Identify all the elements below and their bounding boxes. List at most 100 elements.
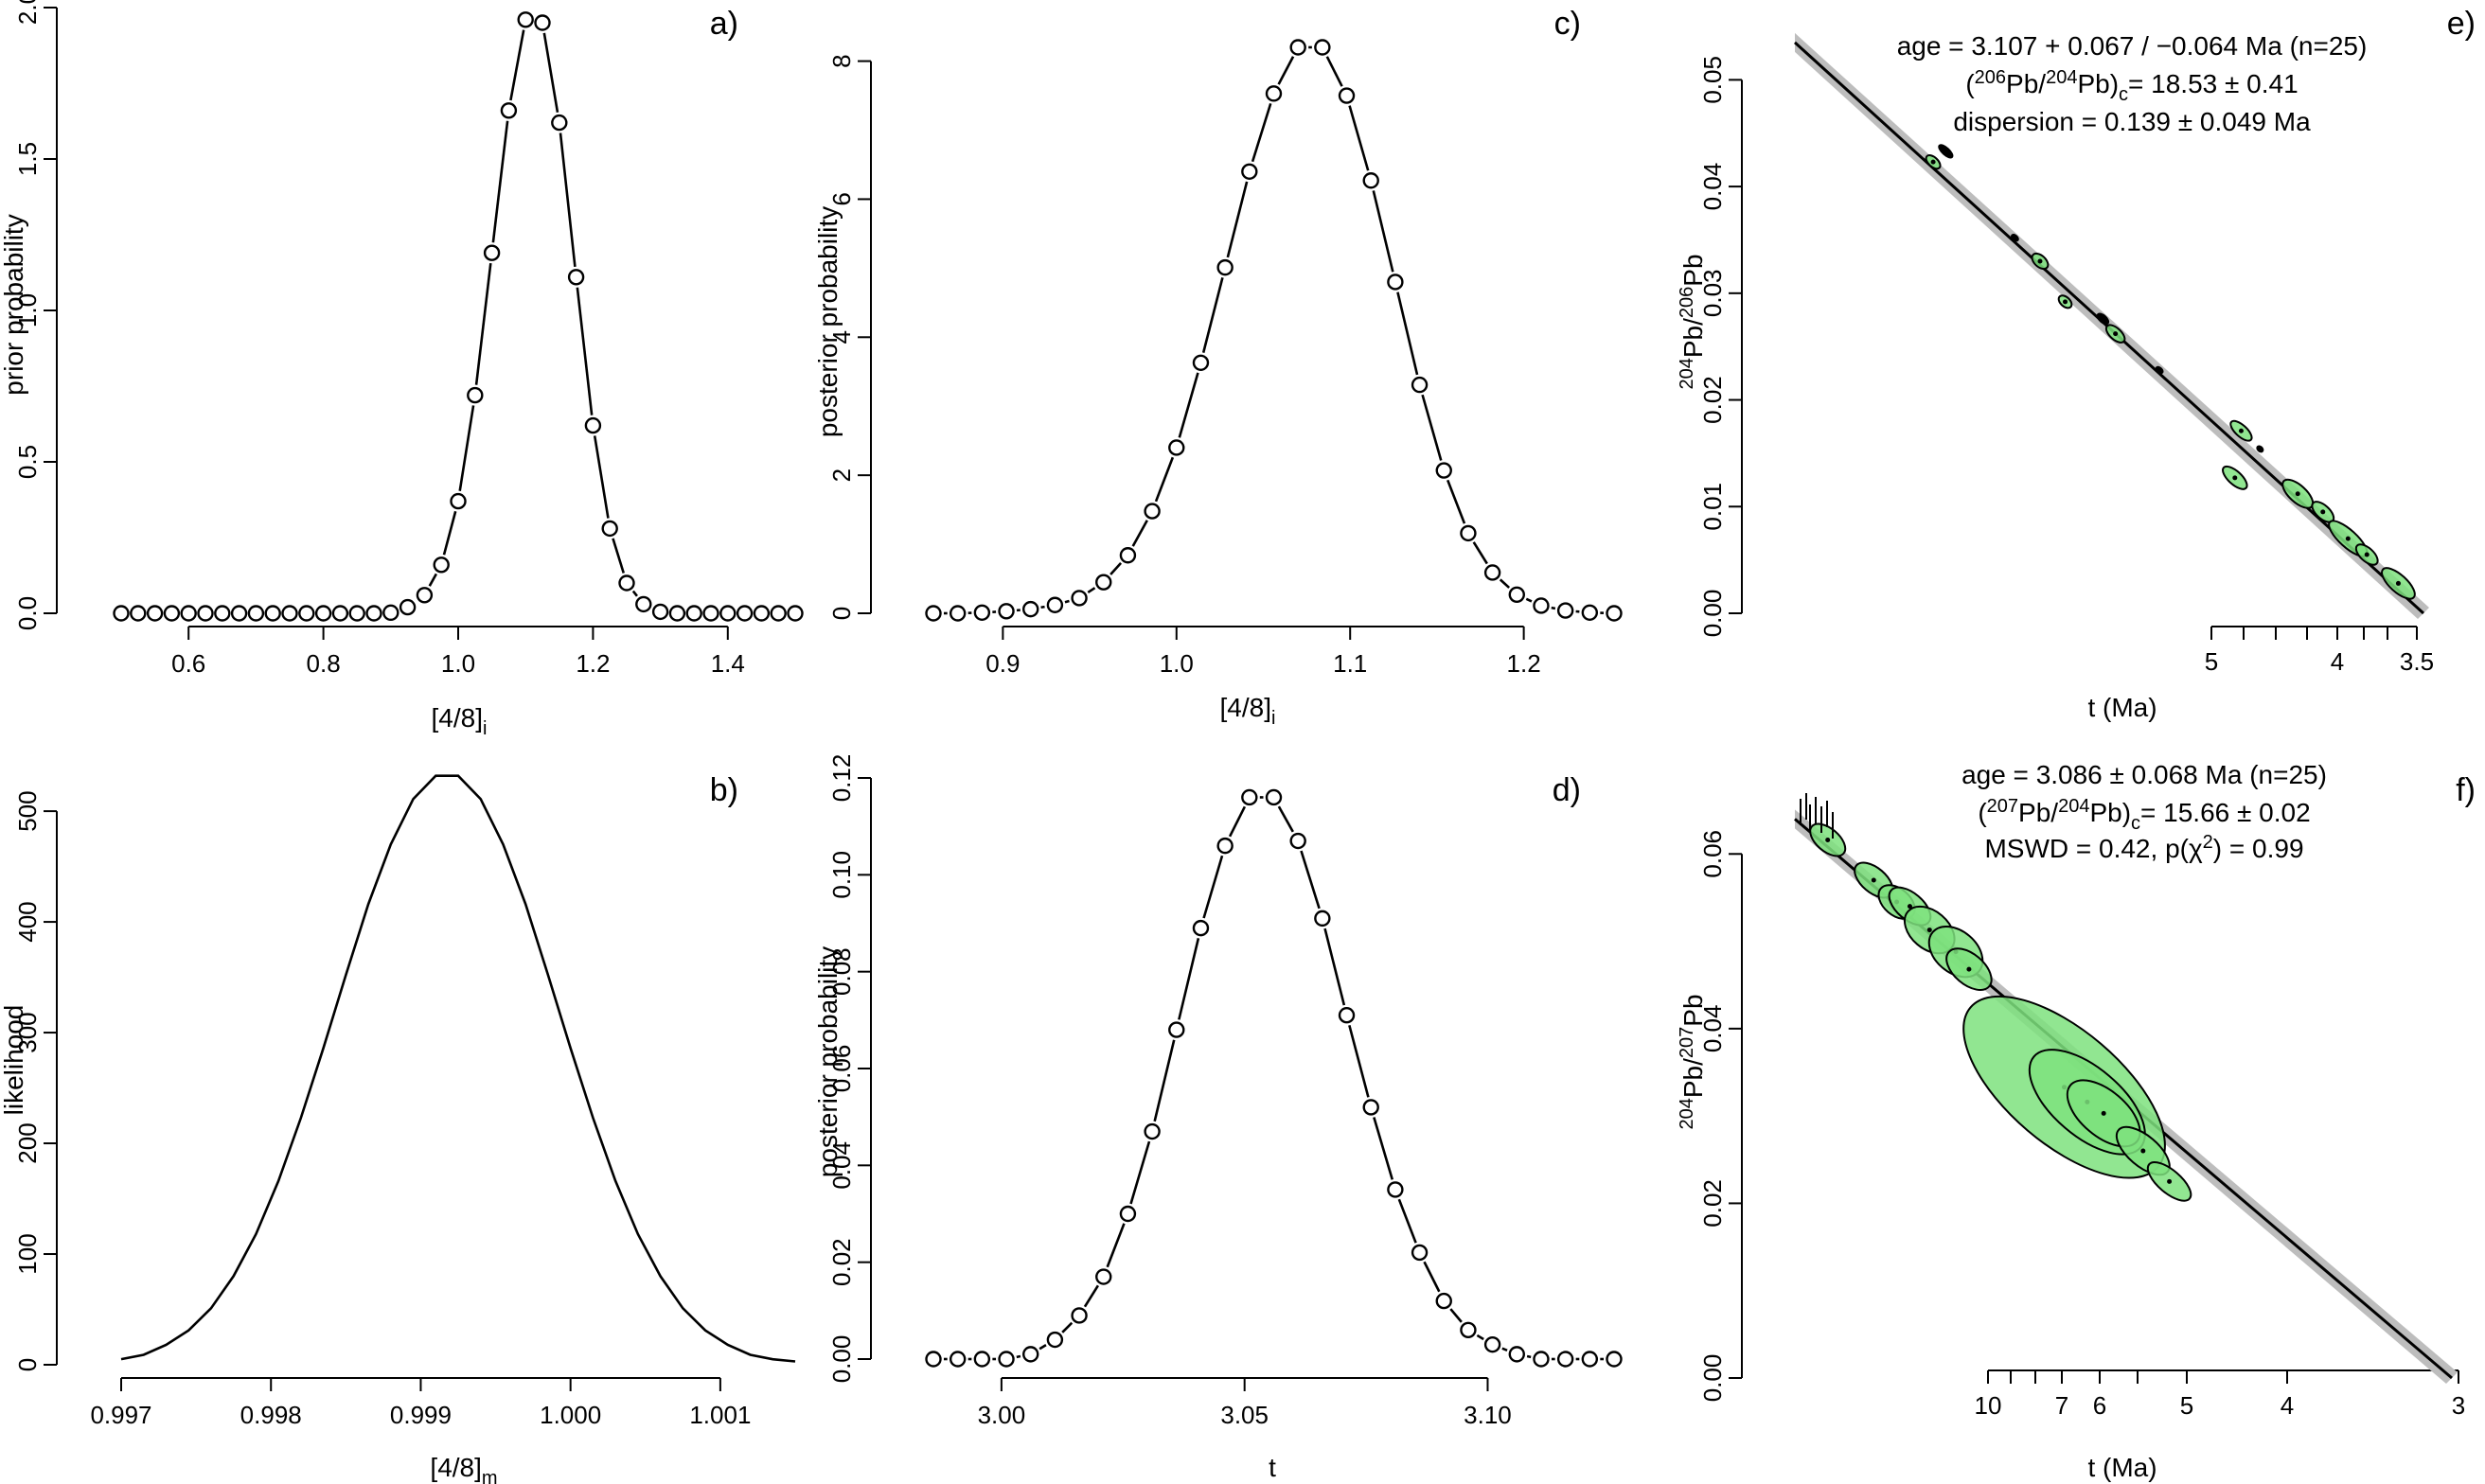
panel-c-point	[1556, 602, 1574, 619]
panel-c-xlabel: [4/8]i	[1220, 693, 1276, 729]
panel-a-point	[433, 556, 450, 574]
panel-a-point	[214, 605, 231, 622]
panel-c-point	[1119, 547, 1137, 564]
panel-f-isochron-207: f) 204Pb/207Pb t (Ma) age = 3.086 ± 0.06…	[1677, 760, 2476, 1482]
panel-b-x-tick-label: 1.001	[689, 1401, 751, 1429]
panel-a-y-tick-label: 0.5	[13, 445, 42, 479]
panel-e-ellipse-center	[2345, 536, 2351, 541]
panel-d-point	[1314, 910, 1331, 928]
panel-c-point	[1216, 258, 1234, 276]
panel-a-point	[247, 605, 265, 622]
panel-b-x-tick-label: 1.000	[540, 1401, 601, 1429]
panel-e-y-tick-label: 0.05	[1698, 56, 1727, 104]
panel-c-segment	[1131, 520, 1148, 547]
panel-f-ellipse-center	[1907, 904, 1912, 910]
panel-e-ellipse-dark	[2256, 445, 2264, 453]
panel-c-point	[1241, 163, 1258, 180]
panel-d-x-tick-label: 3.00	[978, 1401, 1026, 1429]
panel-a-segment	[612, 538, 625, 574]
panel-e-ylabel-mid: Pb/	[1678, 318, 1708, 358]
panel-d-point	[925, 1351, 942, 1368]
panel-e-ylabel-sup2: 206	[1677, 287, 1697, 318]
panel-f-annotation-line2-sup2: 204	[2058, 796, 2089, 817]
panel-b-likelihood: b) likelihood [4/8]m 0.997 0.998 0.999 1.00…	[0, 772, 796, 1484]
panel-e-y-tick-label: 0.01	[1698, 483, 1727, 531]
panel-a-segment	[593, 435, 610, 519]
panel-e-annotation-line2-sup2: 204	[2046, 67, 2077, 88]
panel-d-segment	[1061, 1321, 1074, 1334]
panel-c-point	[1168, 439, 1185, 456]
panel-d-point	[1168, 1021, 1185, 1038]
panel-e-annotation-line2-open: (	[1965, 69, 1975, 98]
panel-b-y-tick-label: 100	[13, 1233, 42, 1274]
panel-c-segment	[1277, 56, 1295, 85]
panel-c-segment	[1064, 599, 1070, 604]
panel-d-segment	[1228, 805, 1247, 838]
panel-d-point	[1265, 788, 1283, 806]
panel-a-y-tick-label: 0.0	[13, 596, 42, 630]
panel-f-ylabel-sup2: 207	[1677, 1027, 1697, 1058]
panel-c-point	[1606, 605, 1623, 622]
panel-c-point	[1289, 39, 1306, 56]
panel-a-point	[180, 605, 197, 622]
panel-f-label: f)	[2456, 772, 2476, 808]
panel-d-y-tick-label: 0.04	[827, 1141, 856, 1190]
panel-c-segment	[1348, 105, 1370, 171]
panel-d-segment	[1423, 1261, 1441, 1293]
panel-a-point	[618, 574, 635, 592]
panel-c-point	[1144, 503, 1161, 520]
panel-d-segment	[1016, 1354, 1021, 1359]
panel-c-segment	[1396, 292, 1419, 376]
panel-d-point	[1435, 1292, 1452, 1310]
panel-d-segment	[1038, 1344, 1047, 1351]
panel-c-y-tick-label: 2	[827, 468, 856, 482]
panel-c-segment	[1109, 562, 1123, 575]
panel-f-t-tick-label: 10	[1975, 1391, 2002, 1420]
panel-a-point	[399, 598, 417, 616]
panel-a-segment	[442, 510, 457, 556]
panel-a-x-tick-label: 1.2	[576, 649, 610, 678]
panel-c-segment	[1472, 541, 1488, 565]
panel-a-point	[467, 386, 484, 404]
panel-a-xlabel: [4/8]i	[432, 703, 488, 739]
panel-e-isochron-206: e) 204Pb/206Pb t (Ma) age = 3.107 + 0.06…	[1677, 6, 2476, 722]
panel-c-segment	[1525, 597, 1533, 603]
panel-a-point	[130, 605, 147, 622]
panel-f-ellipse-center	[1966, 966, 1972, 972]
panel-d-segment	[1476, 1334, 1484, 1341]
panel-d-point	[1216, 837, 1234, 855]
panel-f-ellipse-center	[2101, 1110, 2106, 1116]
panel-a-segment	[542, 32, 559, 113]
panel-a-y-tick-label: 2.0	[13, 0, 42, 25]
panel-c-x-tick-label: 1.1	[1333, 649, 1367, 678]
panel-f-ylabel-post: Pb	[1678, 994, 1708, 1026]
panel-c-point	[1192, 354, 1210, 371]
panel-c-segment	[1040, 605, 1045, 610]
panel-f-y-tick-label: 0.00	[1698, 1354, 1727, 1403]
panel-d-point	[1460, 1321, 1477, 1339]
panel-e-ellipse-dark	[2096, 312, 2110, 326]
panel-f-annotation-line2-sub: c	[2131, 813, 2140, 834]
panel-a-point	[450, 492, 467, 510]
panel-d-label: d)	[1553, 772, 1581, 808]
panel-c-segment	[1201, 276, 1224, 353]
panel-d-posterior-t: d) posterior probability t 3.00 3.05 3.10 0…	[813, 754, 1623, 1482]
panel-a-point	[264, 605, 281, 622]
panel-c-point	[1483, 564, 1501, 581]
panel-c-x-tick-label: 1.2	[1507, 649, 1541, 678]
panel-d-segment	[1083, 1284, 1100, 1308]
panel-f-t-tick-label: 4	[2281, 1391, 2294, 1420]
panel-a-segment	[576, 287, 594, 415]
panel-c-point	[1362, 172, 1379, 189]
panel-d-segment	[1178, 938, 1200, 1020]
panel-d-point	[998, 1351, 1015, 1368]
panel-e-y-tick-label: 0.02	[1698, 376, 1727, 424]
panel-c-segment	[1251, 102, 1272, 163]
panel-a-segment	[428, 573, 437, 587]
panel-d-point	[1411, 1244, 1429, 1262]
panel-c-point	[1071, 590, 1088, 607]
panel-a-point	[298, 605, 315, 622]
panel-d-point	[1508, 1346, 1525, 1363]
panel-e-annotation-line2-sup1: 206	[1975, 67, 2006, 88]
